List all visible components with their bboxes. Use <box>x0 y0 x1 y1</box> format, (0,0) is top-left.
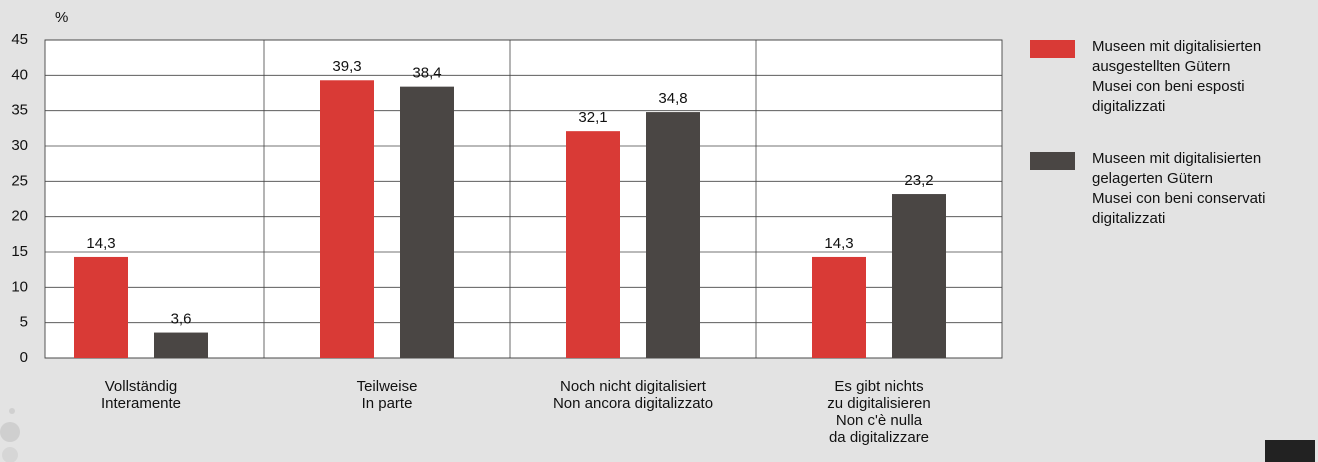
value-label: 14,3 <box>86 235 115 252</box>
bar <box>154 332 208 358</box>
x-tick-label: zu digitalisieren <box>827 395 930 412</box>
bar <box>566 131 620 358</box>
y-tick-label: 5 <box>20 314 28 331</box>
y-tick-label: 20 <box>11 208 28 225</box>
y-tick-label: 45 <box>11 31 28 48</box>
value-label: 3,6 <box>171 311 192 328</box>
bar <box>74 256 128 358</box>
decoration <box>2 447 18 462</box>
y-tick-label: 10 <box>11 278 28 295</box>
value-label: 32,1 <box>578 109 607 126</box>
legend-label: ausgestellten Gütern <box>1092 58 1230 75</box>
value-label: 39,3 <box>332 58 361 75</box>
legend-label: Musei con beni esposti <box>1092 78 1245 95</box>
decoration <box>1265 440 1315 462</box>
legend-label: Museen mit digitalisierten <box>1092 38 1261 55</box>
y-tick-label: 40 <box>11 66 28 83</box>
legend-label: digitalizzati <box>1092 210 1165 227</box>
legend-swatch <box>1030 40 1075 58</box>
decoration <box>0 422 20 442</box>
x-tick-label: Es gibt nichts <box>834 378 923 395</box>
x-tick-label: Non c'è nulla <box>836 412 923 429</box>
y-tick-label: 30 <box>11 137 28 154</box>
x-tick-label: Vollständig <box>105 378 178 395</box>
y-unit: % <box>55 9 68 26</box>
value-label: 38,4 <box>412 65 441 82</box>
legend-label: digitalizzati <box>1092 98 1165 115</box>
x-tick-label: da digitalizzare <box>829 429 929 446</box>
x-tick-label: Interamente <box>101 395 181 412</box>
decoration <box>9 408 15 414</box>
value-label: 34,8 <box>658 90 687 107</box>
value-label: 14,3 <box>824 235 853 252</box>
legend-label: gelagerten Gütern <box>1092 170 1213 187</box>
legend-swatch <box>1030 152 1075 170</box>
x-tick-label: Noch nicht digitalisiert <box>560 378 707 395</box>
y-tick-label: 0 <box>20 349 28 366</box>
legend-label: Musei con beni conservati <box>1092 190 1265 207</box>
bar <box>812 256 866 358</box>
x-tick-label: Non ancora digitalizzato <box>553 395 713 412</box>
x-tick-label: Teilweise <box>357 378 418 395</box>
legend-label: Museen mit digitalisierten <box>1092 150 1261 167</box>
value-label: 23,2 <box>904 172 933 189</box>
bar <box>400 86 454 358</box>
y-tick-label: 35 <box>11 102 28 119</box>
bar <box>320 80 374 358</box>
x-tick-label: In parte <box>362 395 413 412</box>
bar <box>892 194 946 358</box>
y-tick-label: 15 <box>11 243 28 260</box>
y-tick-label: 25 <box>11 172 28 189</box>
bar <box>646 112 700 358</box>
